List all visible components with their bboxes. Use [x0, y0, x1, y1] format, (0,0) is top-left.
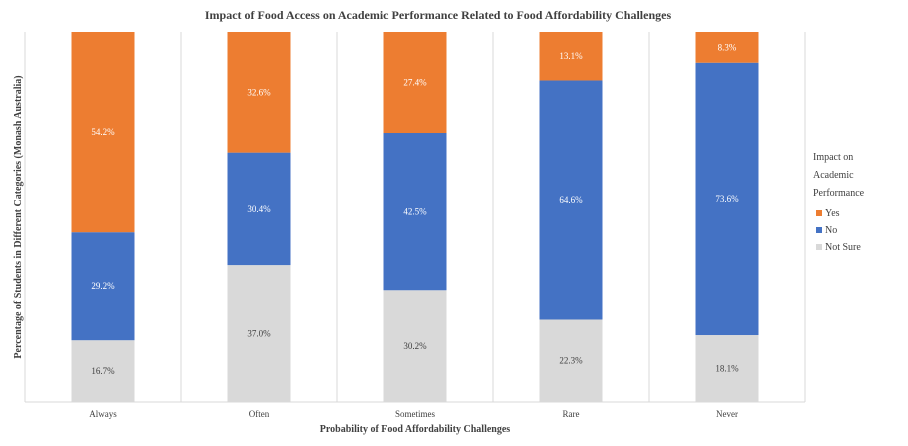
legend-title: Academic: [813, 170, 854, 181]
data-label: 27.4%: [403, 78, 427, 88]
data-label: 30.2%: [403, 341, 427, 351]
legend-swatch: [816, 244, 822, 250]
legend-title: Performance: [813, 188, 865, 199]
bar-segment: [695, 32, 759, 63]
bar-segment: [71, 232, 135, 341]
data-label: 73.6%: [715, 194, 739, 204]
bar-segment: [383, 290, 447, 402]
bar-segment: [227, 32, 291, 153]
x-tick-label: Often: [249, 409, 270, 419]
legend: Impact on Academic Performance Yes No Not Sur…: [813, 152, 865, 253]
bar-segment: [695, 62, 759, 336]
bar-segment: [383, 32, 447, 134]
bar-segment: [695, 335, 759, 402]
legend-item: Not Sure: [825, 242, 861, 253]
data-label: 18.1%: [715, 364, 739, 374]
x-tick-label: Sometimes: [395, 409, 435, 419]
bar-segment: [539, 32, 603, 81]
data-label: 42.5%: [403, 207, 427, 217]
data-label: 64.6%: [559, 195, 583, 205]
legend-swatch: [816, 227, 822, 233]
data-label: 8.3%: [718, 42, 737, 52]
y-axis-title: Percentage of Students in Different Cate…: [13, 75, 24, 358]
data-label: 13.1%: [559, 51, 583, 61]
legend-item: No: [825, 225, 837, 236]
bar-segment: [227, 152, 291, 266]
bar-segment: [539, 80, 603, 320]
bars: 16.7% 29.2% 54.2% 37.0% 30.4% 32.6% 30.2% 42.5%…: [71, 32, 759, 402]
data-label: 29.2%: [91, 281, 115, 291]
gridlines: [24, 32, 806, 402]
legend-swatch: [816, 210, 822, 216]
data-label: 22.3%: [559, 356, 583, 366]
x-axis-title: Probability of Food Affordability Challe…: [320, 424, 510, 435]
x-tick-labels: Always Often Sometimes Rare Never: [89, 409, 738, 419]
x-tick-label: Rare: [563, 409, 580, 419]
data-label: 54.2%: [91, 127, 115, 137]
data-label: 32.6%: [247, 87, 271, 97]
legend-title: Impact on: [813, 152, 853, 163]
bar-segment: [227, 265, 291, 402]
chart-title: Impact of Food Access on Academic Perfor…: [205, 8, 672, 22]
data-label: 30.4%: [247, 204, 271, 214]
data-label: 37.0%: [247, 329, 271, 339]
bar-segment: [71, 340, 135, 402]
data-label: 16.7%: [91, 366, 115, 376]
legend-item: Yes: [825, 208, 840, 219]
bar-segment: [383, 133, 447, 291]
x-tick-label: Never: [716, 409, 738, 419]
bar-segment: [539, 319, 603, 402]
x-tick-label: Always: [89, 409, 117, 419]
bar-segment: [71, 32, 135, 233]
